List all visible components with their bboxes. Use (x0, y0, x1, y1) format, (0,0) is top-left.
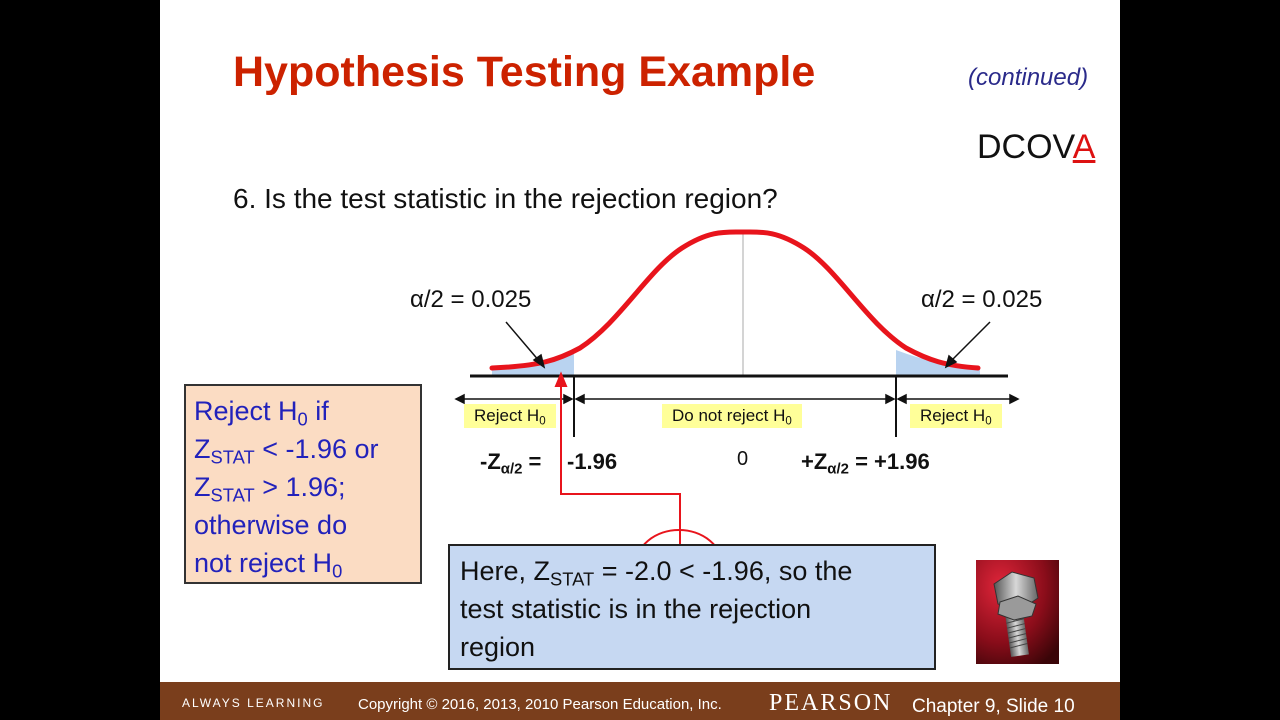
dcova-label: DCOVA (977, 128, 1095, 167)
alpha-right-label: α/2 = 0.025 (921, 286, 1043, 313)
bolt-photo (976, 560, 1059, 664)
critical-right-label: +Zα/2 = +1.96 (801, 449, 930, 478)
rule-line-1-text: Reject H (194, 396, 298, 426)
conclusion-line-1: Here, ZSTAT = -2.0 < -1.96, so the (460, 552, 924, 590)
chapter-slide-label: Chapter 9, Slide 10 (912, 696, 1075, 717)
conclusion-part-2: = -2.0 < -1.96, so the (594, 556, 853, 586)
reject-left-label: Reject H0 (464, 404, 556, 428)
slide-title: Hypothesis Testing Example (233, 48, 816, 96)
crit-right-z: +Z (801, 449, 828, 474)
do-not-reject-label: Do not reject H0 (662, 404, 802, 428)
center-zero-label: 0 (737, 448, 749, 470)
rule-line-5-sub: 0 (332, 560, 343, 582)
rule-line-1-end: if (307, 396, 329, 426)
pearson-logo: PEARSON (769, 690, 893, 716)
rule-line-1: Reject H0 if (194, 392, 412, 430)
dcova-highlight: A (1072, 128, 1096, 166)
rule-line-2-z: Z (194, 434, 211, 464)
copyright-text: Copyright © 2016, 2013, 2010 Pearson Edu… (358, 696, 722, 713)
slide: Hypothesis Testing Example (continued) D… (160, 0, 1120, 720)
rule-line-4: otherwise do (194, 510, 348, 540)
rule-line-5-text: not reject H (194, 548, 333, 578)
rule-line-3-end: > 1.96; (254, 472, 346, 502)
rule-line-5: not reject H0 (194, 544, 412, 582)
rule-line-3-sub: STAT (210, 484, 255, 506)
crit-right-value: = +1.96 (848, 449, 930, 474)
rule-line-3-z: Z (194, 472, 211, 502)
bell-curve (489, 229, 981, 371)
rule-line-2: ZSTAT < -1.96 or (194, 430, 412, 468)
conclusion-sub: STAT (550, 568, 595, 590)
rule-line-3: ZSTAT > 1.96; (194, 468, 412, 506)
do-not-reject-sub: 0 (785, 415, 792, 428)
reject-right-sub: 0 (985, 415, 992, 428)
critical-left-value: -1.96 (567, 449, 618, 474)
critical-left-label: -Zα/2 = (480, 449, 542, 478)
always-learning-text: ALWAYS LEARNING (182, 696, 325, 710)
dcova-prefix: DCOV (977, 128, 1073, 166)
crit-right-sub: α/2 (827, 460, 849, 478)
crit-left-sub: α/2 (500, 460, 523, 478)
rule-line-2-end: < -1.96 or (254, 434, 379, 464)
crit-left-z: -Z (480, 449, 501, 474)
rule-line-2-sub: STAT (210, 446, 255, 468)
reject-right-text: Reject H (920, 406, 986, 425)
footer-bar: ALWAYS LEARNING Copyright © 2016, 2013, … (160, 682, 1120, 720)
conclusion-part-1: Here, Z (460, 556, 551, 586)
rule-line-1-sub: 0 (297, 408, 308, 430)
question-text: 6. Is the test statistic in the rejectio… (233, 183, 778, 214)
reject-left-sub: 0 (539, 415, 546, 428)
reject-left-text: Reject H (474, 406, 540, 425)
reject-right-label: Reject H0 (910, 404, 1002, 428)
alpha-pointers (505, 321, 991, 369)
decision-rule-box: Reject H0 if ZSTAT < -1.96 or ZSTAT > 1.… (184, 384, 422, 584)
conclusion-box: Here, ZSTAT = -2.0 < -1.96, so the test … (448, 544, 936, 670)
do-not-reject-text: Do not reject H (672, 406, 786, 425)
continued-label: (continued) (968, 64, 1089, 91)
crit-left-eq: = (522, 449, 542, 474)
region-arrows (454, 393, 1020, 405)
alpha-left-label: α/2 = 0.025 (410, 286, 532, 313)
conclusion-line-2: test statistic is in the rejection (460, 594, 812, 624)
conclusion-line-3: region (460, 632, 536, 662)
